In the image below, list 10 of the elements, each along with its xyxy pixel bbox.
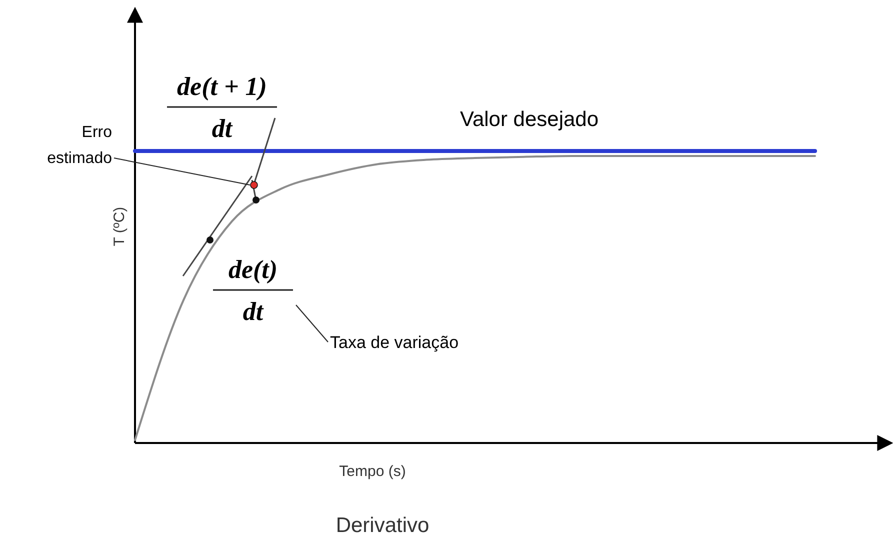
text: de(t + 1) [177,72,267,101]
annotation: Erro estimado [47,124,112,167]
annotation: Taxa de variação [330,333,459,352]
annotation: de(t) [228,255,278,284]
text: Derivativo [336,514,430,537]
y-axis-title: T (ºC) [111,206,128,246]
x-axis-title: Tempo (s) [339,463,406,480]
text: dt [212,114,233,143]
series-label: Valor desejado [460,108,599,131]
annotation: dt [242,297,264,326]
